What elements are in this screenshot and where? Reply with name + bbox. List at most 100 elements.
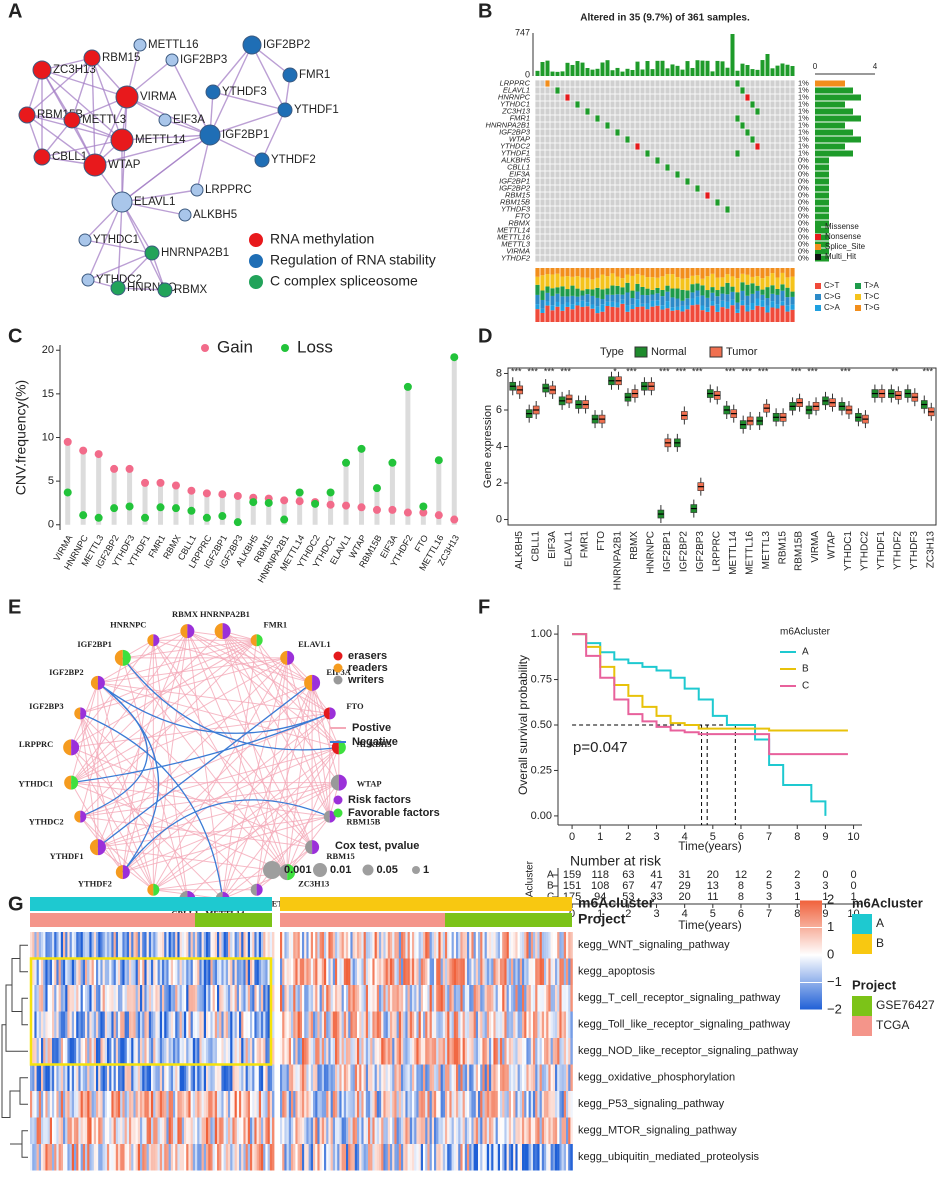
oncoplot-cell: [640, 136, 645, 143]
heatmap-cell: [32, 1117, 35, 1144]
node-label: IGF2BP2: [49, 667, 83, 677]
top-bar: [585, 68, 590, 76]
heatmap-cell: [284, 932, 287, 959]
heatmap-cell: [113, 985, 116, 1012]
top-bar: [600, 62, 605, 76]
heatmap-cell: [173, 1038, 176, 1065]
node-half: [312, 840, 320, 855]
top-bar: [635, 61, 640, 76]
heatmap-cell: [317, 985, 320, 1012]
heatmap-cell: [252, 1064, 255, 1091]
heatmap-cell: [120, 985, 123, 1012]
oncoplot-cell: [615, 129, 620, 136]
oncoplot-cell: [595, 108, 600, 115]
oncoplot-cell: [685, 227, 690, 234]
heatmap-cell: [363, 1038, 366, 1065]
heatmap-cell: [250, 1117, 253, 1144]
oncoplot-cell: [650, 122, 655, 129]
oncoplot-cell: [645, 192, 650, 199]
titv-bar: [750, 276, 755, 284]
heatmap-cell: [30, 1144, 33, 1171]
heatmap-cell: [135, 1038, 138, 1065]
oncoplot-cell: [780, 87, 785, 94]
oncoplot-cell: [605, 213, 610, 220]
heatmap-cell: [530, 932, 534, 959]
oncoplot-cell: [725, 115, 730, 122]
heatmap-cell: [100, 1038, 103, 1065]
network-edge: [152, 712, 331, 891]
titv-bar: [560, 286, 565, 297]
heatmap-cell: [566, 985, 569, 1012]
heatmap-cell: [104, 1011, 108, 1038]
y-axis-label: m6Acluster: [525, 860, 536, 911]
legend-swatch: [249, 275, 263, 289]
oncoplot-cell: [550, 164, 555, 171]
heatmap-cell: [486, 1011, 490, 1038]
oncoplot-cell: [720, 150, 725, 157]
oncoplot-cell: [540, 164, 545, 171]
heatmap-cell: [120, 932, 123, 959]
oncoplot-cell: [570, 241, 575, 248]
oncoplot-cell: [590, 178, 595, 185]
heatmap-cell: [302, 985, 305, 1012]
oncoplot-cell: [765, 220, 770, 227]
heatmap-cell: [321, 932, 325, 959]
heatmap-cell: [431, 1064, 435, 1091]
y-tick-label: 2: [496, 477, 502, 489]
oncoplot-cell: [715, 171, 720, 178]
oncoplot-cell: [535, 108, 540, 115]
heatmap-cell: [232, 1038, 235, 1065]
oncoplot-cell: [565, 122, 570, 129]
oncoplot-cell: [565, 164, 570, 171]
heatmap-cell: [469, 1091, 472, 1118]
heatmap-cell: [442, 958, 446, 985]
oncoplot-cell: [605, 192, 610, 199]
heatmap-cell: [535, 1038, 538, 1065]
heatmap-cell: [568, 1144, 571, 1171]
network-node: [110, 280, 126, 296]
oncoplot-cell: [725, 129, 730, 136]
heatmap-cell: [135, 1144, 138, 1171]
oncoplot-cell: [700, 115, 705, 122]
heatmap-cell: [71, 1011, 75, 1038]
oncoplot-cell: [735, 94, 740, 101]
oncoplot-cell: [735, 108, 740, 115]
heatmap-cell: [85, 1064, 88, 1091]
oncoplot-cell: [625, 171, 630, 178]
significance: ***: [741, 366, 752, 376]
oncoplot-cell: [620, 143, 625, 150]
heatmap-cell: [267, 1038, 270, 1065]
heatmap-cell: [254, 1038, 257, 1065]
heatmap-cell: [407, 985, 410, 1012]
titv-bar: [650, 289, 655, 295]
heatmap-cell: [550, 932, 553, 959]
oncoplot-cell: [750, 94, 755, 101]
heatmap-cell: [157, 985, 160, 1012]
oncoplot-cell: [745, 87, 750, 94]
legend-swatch: [852, 996, 872, 1016]
heatmap-cell: [324, 1011, 327, 1038]
heatmap-cell: [166, 985, 169, 1012]
node-label: HNRNPC: [110, 619, 146, 629]
heatmap-cell: [434, 1038, 437, 1065]
heatmap-cell: [548, 1091, 551, 1118]
oncoplot-cell: [625, 255, 630, 262]
node-half: [329, 707, 336, 720]
oncoplot-cell: [595, 122, 600, 129]
heatmap-cell: [36, 1011, 39, 1038]
heatmap-cell: [541, 1011, 545, 1038]
panel-label: D: [478, 325, 492, 347]
heatmap-cell: [372, 932, 375, 959]
oncoplot-cell: [700, 206, 705, 213]
heatmap-cell: [286, 932, 289, 959]
heatmap-cell: [102, 958, 105, 985]
node-label: METTL16: [148, 39, 199, 51]
heatmap-cell: [511, 1011, 514, 1038]
heatmap-cell: [407, 1064, 410, 1091]
heatmap-cell: [493, 1091, 496, 1118]
oncoplot-cell: [690, 178, 695, 185]
gene-label: IGF2BP2: [499, 183, 531, 192]
heatmap-cell: [286, 1038, 289, 1065]
titv-bar: [675, 268, 680, 278]
oncoplot-cell: [575, 192, 580, 199]
